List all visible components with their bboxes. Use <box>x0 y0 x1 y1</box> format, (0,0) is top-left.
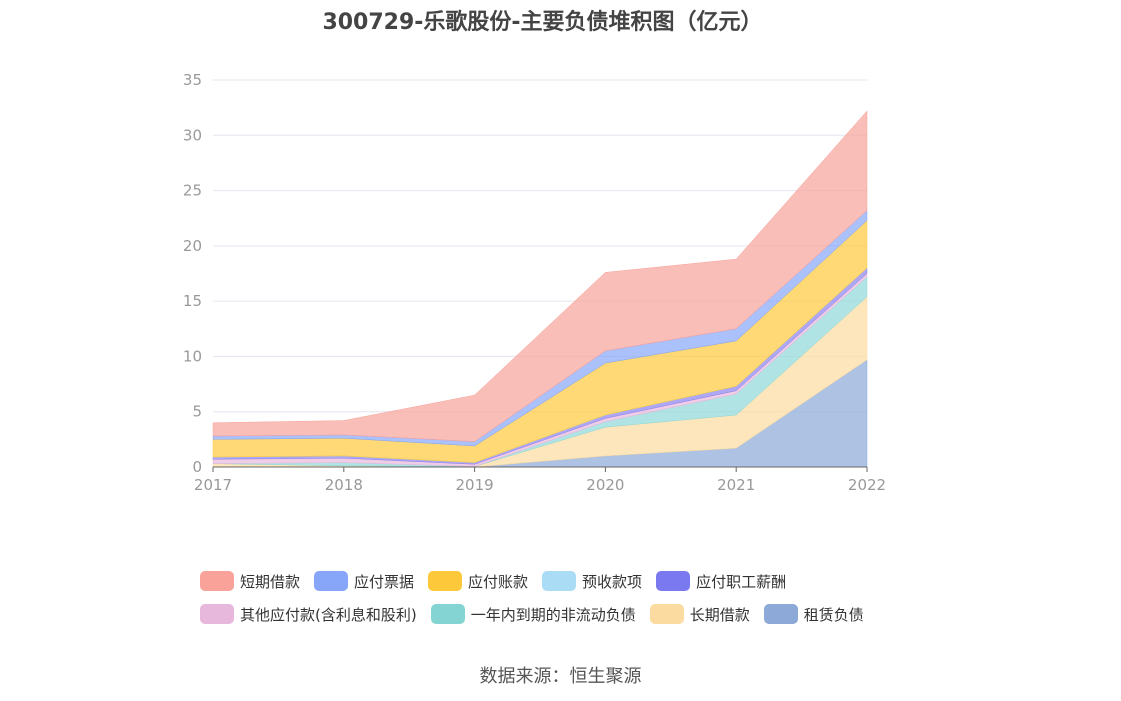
legend-item[interactable]: 短期借款 <box>200 571 300 592</box>
legend: 短期借款 应付票据 应付账款 预收款项 应付职工薪酬 其他应付款(含利息和股利) 一年内到… <box>200 566 960 632</box>
legend-label: 应付账款 <box>468 572 529 591</box>
y-tick-label: 30 <box>183 126 202 144</box>
legend-label: 应付职工薪酬 <box>696 572 787 591</box>
legend-swatch <box>656 571 691 591</box>
axes: 0 5 10 15 20 25 30 35 2017 2018 2019 2020 2021 2022 <box>183 71 886 494</box>
legend-swatch <box>649 604 684 624</box>
y-tick-label: 35 <box>183 71 202 89</box>
legend-label: 短期借款 <box>240 572 301 591</box>
legend-label: 其他应付款(含利息和股利) <box>240 605 417 624</box>
legend-swatch <box>763 604 798 624</box>
legend-swatch <box>430 604 465 624</box>
x-tick-label: 2020 <box>586 476 624 494</box>
legend-item[interactable]: 应付账款 <box>428 571 528 592</box>
legend-label: 应付票据 <box>354 572 415 591</box>
legend-row-1: 短期借款 应付票据 应付账款 预收款项 应付职工薪酬 <box>200 566 960 596</box>
legend-item[interactable]: 应付职工薪酬 <box>656 571 786 592</box>
y-tick-label: 20 <box>183 237 202 255</box>
y-tick-label: 0 <box>192 458 202 476</box>
y-tick-label: 5 <box>192 403 202 421</box>
legend-item[interactable]: 长期借款 <box>649 604 750 625</box>
x-tick-label: 2022 <box>848 476 886 494</box>
x-tick-label: 2018 <box>325 476 363 494</box>
area-series-8 <box>212 110 868 442</box>
legend-swatch <box>200 571 234 591</box>
legend-item[interactable]: 租赁负债 <box>763 604 864 625</box>
source-text: 数据来源：恒生聚源 <box>479 666 642 687</box>
legend-item[interactable]: 其他应付款(含利息和股利) <box>200 604 417 625</box>
legend-label: 预收款项 <box>582 572 643 591</box>
legend-swatch <box>542 571 577 591</box>
legend-swatch <box>428 571 463 591</box>
x-tick-label: 2021 <box>717 476 755 494</box>
y-tick-label: 10 <box>183 347 202 365</box>
y-tick-label: 25 <box>183 182 202 200</box>
legend-swatch <box>200 604 234 624</box>
x-tick-label: 2019 <box>456 476 494 494</box>
legend-label: 一年内到期的非流动负债 <box>470 605 636 624</box>
y-tick-label: 15 <box>183 292 202 310</box>
legend-label: 租赁负债 <box>803 605 864 624</box>
legend-item[interactable]: 一年内到期的非流动负债 <box>430 604 636 625</box>
legend-label: 长期借款 <box>689 605 750 624</box>
legend-item[interactable]: 应付票据 <box>314 571 414 592</box>
legend-item[interactable]: 预收款项 <box>542 571 642 592</box>
chart-title: 300729-乐歌股份-主要负债堆积图（亿元） <box>322 10 763 35</box>
legend-row-2: 其他应付款(含利息和股利) 一年内到期的非流动负债 长期借款 租赁负债 <box>200 599 960 629</box>
x-tick-label: 2017 <box>194 476 232 494</box>
legend-swatch <box>314 571 349 591</box>
area-series <box>212 110 868 468</box>
